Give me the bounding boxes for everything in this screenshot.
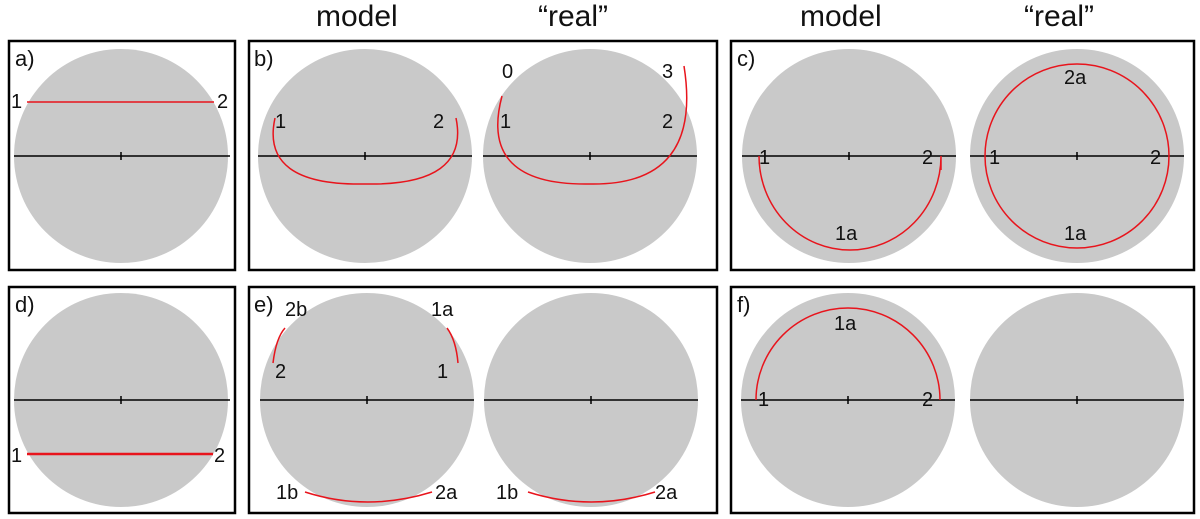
point-label: 2 <box>214 445 225 467</box>
point-label: 1a <box>1064 223 1087 245</box>
point-label: 2b <box>285 299 307 321</box>
point-label: 2a <box>435 482 458 504</box>
point-label: 1 <box>437 361 448 383</box>
point-label: 1 <box>759 147 770 169</box>
header-model-1: model <box>316 0 398 33</box>
track-model <box>272 117 459 185</box>
point-label: 2a <box>655 482 678 504</box>
track-model-lower <box>304 491 433 503</box>
header-real-1: “real” <box>538 0 609 33</box>
point-label: 1a <box>835 223 858 245</box>
point-label: 0 <box>502 61 513 83</box>
panel-a-frame <box>7 39 237 272</box>
point-label: 1b <box>276 482 298 504</box>
point-label: 2 <box>922 147 933 169</box>
panel-c-frame <box>729 39 1196 272</box>
track-model-upper-left <box>272 327 286 364</box>
track-real-lower <box>527 491 656 503</box>
panel-b: b) 1 2 0 3 1 2 <box>254 46 697 263</box>
panel-c: c) 1 2 1a 2a 1 2 1a <box>737 46 1184 263</box>
point-label: 2 <box>275 361 286 383</box>
panel-d: d) 1 2 <box>11 292 230 507</box>
panel-label: d) <box>15 292 35 317</box>
point-label: 1b <box>496 482 518 504</box>
panel-label: a) <box>15 46 35 71</box>
point-label: 1 <box>989 147 1000 169</box>
track-model-upper-right <box>446 327 459 364</box>
header-model-2: model <box>800 0 882 33</box>
panel-e-frame <box>247 285 719 515</box>
point-label: 2 <box>217 91 228 113</box>
point-label: 1 <box>500 111 511 133</box>
panel-d-frame <box>7 285 237 515</box>
panel-label: e) <box>254 292 274 317</box>
point-label: 2 <box>1150 147 1161 169</box>
track-real <box>497 65 688 185</box>
panel-b-frame <box>247 39 719 272</box>
track-real <box>984 63 1170 249</box>
panel-label: f) <box>737 292 750 317</box>
point-label: 1 <box>11 445 22 467</box>
panel-f: f) 1a 1 2 <box>737 292 1184 507</box>
track-model <box>755 307 941 401</box>
panel-a: a) 1 2 <box>11 46 230 263</box>
point-label: 1a <box>834 313 857 335</box>
point-label: 2 <box>662 111 673 133</box>
header-real-2: “real” <box>1024 0 1095 33</box>
point-label: 2 <box>922 389 933 411</box>
panel-f-frame <box>729 285 1196 515</box>
point-label: 2a <box>1064 67 1087 89</box>
point-label: 1 <box>275 111 286 133</box>
point-label: 2 <box>433 111 444 133</box>
track-model <box>758 155 942 251</box>
panel-label: c) <box>737 46 755 71</box>
point-label: 1 <box>758 389 769 411</box>
point-label: 1a <box>431 299 454 321</box>
panel-label: b) <box>254 46 274 71</box>
panel-e: e) 2b 1a 2 1 1b 2a 1b 2a <box>254 292 698 507</box>
point-label: 1 <box>11 91 22 113</box>
point-label: 3 <box>662 61 673 83</box>
